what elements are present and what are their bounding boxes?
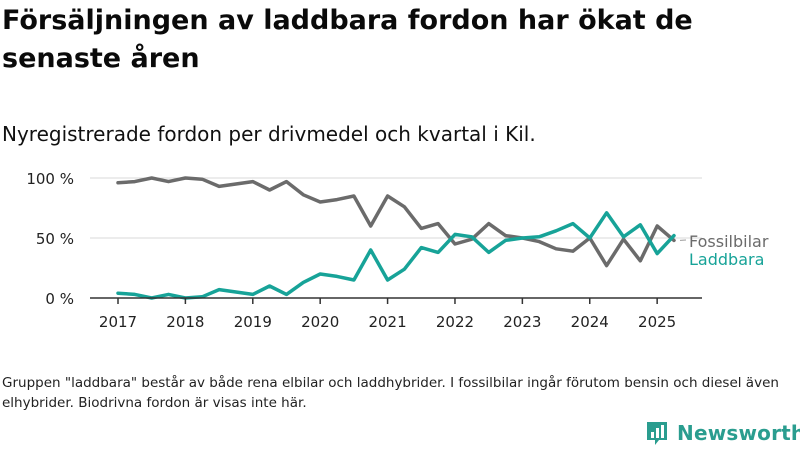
x-tick-label: 2025 [638, 313, 676, 331]
grid-layer [90, 177, 702, 239]
x-tick-label: 2023 [503, 313, 541, 331]
logo-text: Newsworthy [677, 421, 800, 445]
x-tick-label: 2021 [368, 313, 406, 331]
legend-label-1: Laddbara [689, 250, 764, 269]
legend-label-0: Fossilbilar [689, 232, 769, 251]
axis-layer: 0 % 50 % 100 % 2017 2018 2019 2020 2021 2022 2023… [26, 170, 702, 331]
newsworthy-logo: Newsworthy [645, 420, 800, 446]
x-tick-label: 2019 [234, 313, 272, 331]
series-line-0 [116, 176, 676, 268]
chart-subtitle: Nyregistrerade fordon per drivmedel och … [2, 122, 536, 146]
y-tick-label: 0 % [45, 290, 74, 308]
line-chart: 0 % 50 % 100 % 2017 2018 2019 2020 2021 2022 2023… [26, 170, 769, 331]
x-tick-label: 2020 [301, 313, 339, 331]
x-tick-label: 2024 [571, 313, 609, 331]
y-tick-label: 100 % [26, 170, 74, 188]
x-tick-label: 2022 [436, 313, 474, 331]
x-tick-label: 2018 [166, 313, 204, 331]
series-layer [116, 176, 676, 300]
series-line-1 [116, 211, 676, 300]
footnote: Gruppen "laddbara" består av både rena e… [2, 375, 779, 411]
newsworthy-chart-icon [647, 422, 667, 445]
y-tick-label: 50 % [36, 230, 74, 248]
chart-title: Försäljningen av laddbara fordon har öka… [2, 5, 693, 74]
x-tick-label: 2017 [99, 313, 137, 331]
